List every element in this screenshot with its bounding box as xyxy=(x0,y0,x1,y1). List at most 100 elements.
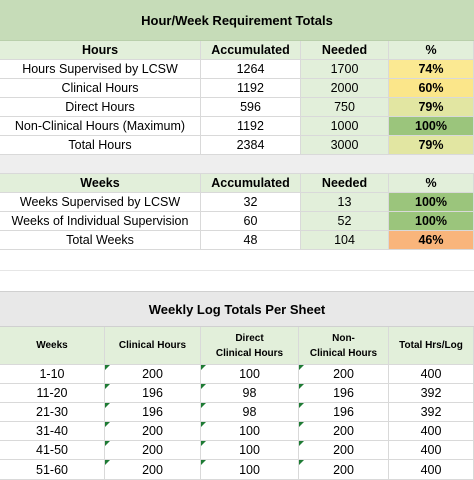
log-row-nonclinical[interactable]: 200 xyxy=(299,441,389,460)
comment-marker-icon xyxy=(105,365,110,370)
log-row-direct[interactable]: 98 xyxy=(201,403,299,422)
hours-row-accumulated[interactable]: 2384 xyxy=(201,136,301,155)
hours-row-accumulated[interactable]: 1264 xyxy=(201,60,301,79)
log-row-clinical[interactable]: 196 xyxy=(105,384,201,403)
hours-row-label[interactable]: Non-Clinical Hours (Maximum) xyxy=(0,117,201,136)
weeks-header-needed[interactable]: Needed xyxy=(301,174,389,193)
log-row-clinical[interactable]: 200 xyxy=(105,365,201,384)
section-gap xyxy=(0,155,474,174)
hours-header-pct[interactable]: % xyxy=(389,41,474,60)
log-row-nonclinical[interactable]: 200 xyxy=(299,422,389,441)
weeks-row-needed[interactable]: 104 xyxy=(301,231,389,250)
weeks-header-label[interactable]: Weeks xyxy=(0,174,201,193)
log-header-direct-line2: Clinical Hours xyxy=(215,347,284,359)
weeks-row-needed[interactable]: 52 xyxy=(301,212,389,231)
weeks-header-pct[interactable]: % xyxy=(389,174,474,193)
hours-row-pct[interactable]: 74% xyxy=(389,60,474,79)
comment-marker-icon xyxy=(201,441,206,446)
log-row-nonclinical[interactable]: 200 xyxy=(299,460,389,480)
comment-marker-icon xyxy=(201,403,206,408)
log-row-nonclinical-value: 200 xyxy=(333,443,354,457)
log-row-nonclinical-value: 196 xyxy=(333,405,354,419)
weeks-row-accumulated[interactable]: 48 xyxy=(201,231,301,250)
hours-row-accumulated[interactable]: 1192 xyxy=(201,117,301,136)
hours-row-accumulated[interactable]: 596 xyxy=(201,98,301,117)
log-row-total[interactable]: 400 xyxy=(389,422,474,441)
comment-marker-icon xyxy=(299,460,304,465)
log-row-direct[interactable]: 100 xyxy=(201,365,299,384)
hours-row-label[interactable]: Hours Supervised by LCSW xyxy=(0,60,201,79)
log-row-total[interactable]: 400 xyxy=(389,441,474,460)
log-row-weeks[interactable]: 21-30 xyxy=(0,403,105,422)
weeks-row-accumulated[interactable]: 32 xyxy=(201,193,301,212)
hours-row-pct[interactable]: 79% xyxy=(389,98,474,117)
hours-row-pct[interactable]: 60% xyxy=(389,79,474,98)
hours-row-label[interactable]: Direct Hours xyxy=(0,98,201,117)
log-row-direct-value: 100 xyxy=(239,367,260,381)
hours-row-pct[interactable]: 79% xyxy=(389,136,474,155)
hours-row-accumulated[interactable]: 1192 xyxy=(201,79,301,98)
comment-marker-icon xyxy=(201,460,206,465)
log-row-weeks[interactable]: 41-50 xyxy=(0,441,105,460)
hours-header-label[interactable]: Hours xyxy=(0,41,201,60)
log-row-nonclinical-value: 200 xyxy=(333,462,354,477)
weeks-row-accumulated[interactable]: 60 xyxy=(201,212,301,231)
hours-row-needed[interactable]: 1700 xyxy=(301,60,389,79)
comment-marker-icon xyxy=(299,384,304,389)
log-row-direct-value: 100 xyxy=(239,462,260,477)
hours-row-label[interactable]: Clinical Hours xyxy=(0,79,201,98)
log-row-total[interactable]: 400 xyxy=(389,460,474,480)
weeks-row-pct[interactable]: 100% xyxy=(389,193,474,212)
hours-row-needed[interactable]: 750 xyxy=(301,98,389,117)
log-row-clinical[interactable]: 200 xyxy=(105,460,201,480)
log-row-clinical[interactable]: 196 xyxy=(105,403,201,422)
log-header-clinical-label: Clinical Hours xyxy=(118,340,187,351)
empty-row xyxy=(0,271,474,292)
hours-row-needed[interactable]: 3000 xyxy=(301,136,389,155)
hours-header-accumulated[interactable]: Accumulated xyxy=(201,41,301,60)
log-row-direct[interactable]: 100 xyxy=(201,441,299,460)
hours-header-needed[interactable]: Needed xyxy=(301,41,389,60)
log-row-total[interactable]: 392 xyxy=(389,403,474,422)
log-row-nonclinical[interactable]: 200 xyxy=(299,365,389,384)
log-row-direct-value: 98 xyxy=(242,405,257,419)
log-header-nonclinical-line2: Clinical Hours xyxy=(309,347,378,359)
hours-row-needed[interactable]: 1000 xyxy=(301,117,389,136)
weeks-row-needed[interactable]: 13 xyxy=(301,193,389,212)
weeks-row-pct[interactable]: 100% xyxy=(389,212,474,231)
log-row-total[interactable]: 392 xyxy=(389,384,474,403)
log-title-bar: Weekly Log Totals Per Sheet xyxy=(0,292,474,327)
log-header-direct[interactable]: Direct Clinical Hours xyxy=(201,327,299,365)
hours-row-pct[interactable]: 100% xyxy=(389,117,474,136)
weeks-row-pct[interactable]: 46% xyxy=(389,231,474,250)
weeks-header-accumulated[interactable]: Accumulated xyxy=(201,174,301,193)
log-row-clinical[interactable]: 200 xyxy=(105,441,201,460)
log-row-direct[interactable]: 100 xyxy=(201,422,299,441)
comment-marker-icon xyxy=(105,441,110,446)
comment-marker-icon xyxy=(299,403,304,408)
log-header-nonclinical-line1: Non- xyxy=(332,332,355,344)
log-row-direct[interactable]: 98 xyxy=(201,384,299,403)
weeks-row-label[interactable]: Total Weeks xyxy=(0,231,201,250)
log-row-clinical-value: 200 xyxy=(142,443,163,457)
log-header-weeks[interactable]: Weeks xyxy=(0,327,105,365)
hours-row-label[interactable]: Total Hours xyxy=(0,136,201,155)
log-row-direct[interactable]: 100 xyxy=(201,460,299,480)
log-row-weeks[interactable]: 31-40 xyxy=(0,422,105,441)
log-row-nonclinical-value: 200 xyxy=(333,424,354,438)
weeks-row-label[interactable]: Weeks Supervised by LCSW xyxy=(0,193,201,212)
hours-row-needed[interactable]: 2000 xyxy=(301,79,389,98)
log-row-nonclinical[interactable]: 196 xyxy=(299,403,389,422)
weeks-row-label[interactable]: Weeks of Individual Supervision xyxy=(0,212,201,231)
log-row-total[interactable]: 400 xyxy=(389,365,474,384)
log-header-clinical[interactable]: Clinical Hours xyxy=(105,327,201,365)
comment-marker-icon xyxy=(105,384,110,389)
log-header-total[interactable]: Total Hrs/Log xyxy=(389,327,474,365)
log-row-weeks[interactable]: 1-10 xyxy=(0,365,105,384)
log-header-nonclinical[interactable]: Non- Clinical Hours xyxy=(299,327,389,365)
log-row-nonclinical[interactable]: 196 xyxy=(299,384,389,403)
log-row-clinical[interactable]: 200 xyxy=(105,422,201,441)
log-row-weeks[interactable]: 51-60 xyxy=(0,460,105,480)
log-row-weeks[interactable]: 11-20 xyxy=(0,384,105,403)
log-row-direct-value: 98 xyxy=(242,386,257,400)
